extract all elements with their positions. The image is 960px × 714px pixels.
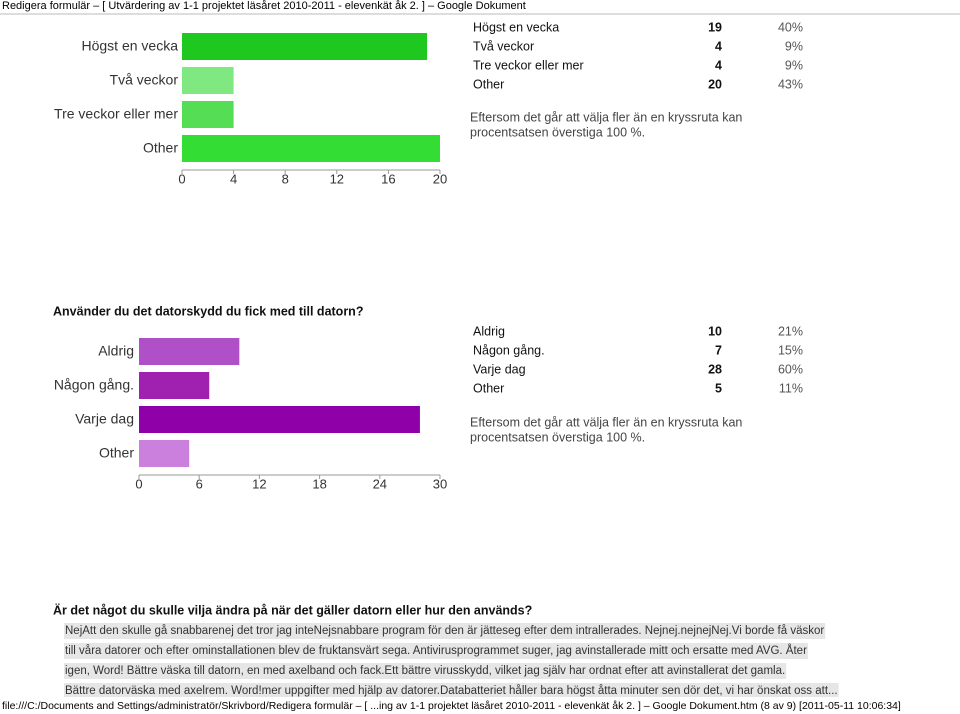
option-percent: 60% (778, 362, 803, 376)
answer-highlight (64, 663, 787, 679)
option-count: 4 (715, 39, 722, 53)
option-count: 5 (715, 381, 722, 395)
option-count: 28 (708, 362, 722, 376)
x-tick-label: 18 (312, 476, 326, 491)
option-percent: 43% (778, 77, 803, 91)
option-count: 7 (715, 343, 722, 357)
category-label: Någon gång. (54, 377, 134, 393)
bar (182, 101, 234, 128)
answer-line: igen, Word! Bättre väska till datorn, en… (65, 665, 785, 677)
option-percent: 9% (785, 39, 803, 53)
answer-highlight (64, 623, 826, 639)
bar (139, 406, 420, 433)
option-label: Någon gång. (473, 343, 545, 357)
x-tick-label: 0 (135, 476, 142, 491)
option-percent: 11% (779, 381, 803, 395)
option-percent: 21% (778, 324, 803, 338)
category-label: Högst en vecka (82, 38, 179, 54)
bar (139, 372, 210, 399)
option-percent: 40% (778, 20, 803, 34)
x-tick-label: 16 (381, 171, 395, 186)
page-footer: file:///C:/Documents and Settings/admini… (2, 700, 901, 712)
question: Använder du det datorskydd du fick med t… (53, 304, 363, 318)
bar (139, 440, 190, 467)
option-count: 4 (715, 58, 722, 72)
option-percent: 15% (778, 343, 803, 357)
option-label: Två veckor (473, 39, 534, 53)
option-percent: 9% (785, 58, 803, 72)
bar (139, 338, 240, 365)
answer-line: Bättre datorväska med axelrem. Word!mer … (65, 685, 838, 697)
option-label: Other (473, 77, 504, 91)
option-label: Högst en vecka (473, 20, 559, 34)
note: Eftersom det går att välja fler än en kr… (470, 110, 742, 124)
category-label: Två veckor (110, 72, 179, 88)
option-label: Other (473, 381, 504, 395)
note: procentsatsen överstiga 100 %. (470, 125, 645, 139)
x-tick-label: 6 (196, 476, 203, 491)
x-tick-label: 4 (230, 171, 237, 186)
note: procentsatsen överstiga 100 %. (470, 430, 645, 444)
x-tick-label: 12 (252, 476, 266, 491)
bar (182, 135, 440, 162)
note: Eftersom det går att välja fler än en kr… (470, 415, 742, 429)
x-tick-label: 24 (373, 476, 387, 491)
option-label: Varje dag (473, 362, 526, 376)
x-tick-label: 30 (433, 476, 447, 491)
x-tick-label: 0 (178, 171, 185, 186)
answer-line: NejAtt den skulle gå snabbarenej det tro… (65, 625, 824, 637)
option-label: Tre veckor eller mer (473, 58, 584, 72)
option-count: 10 (708, 324, 722, 338)
x-tick-label: 12 (330, 171, 344, 186)
category-label: Tre veckor eller mer (54, 106, 178, 122)
option-count: 19 (708, 20, 722, 34)
x-tick-label: 8 (282, 171, 289, 186)
category-label: Varje dag (75, 411, 134, 427)
category-label: Other (143, 140, 178, 156)
option-label: Aldrig (473, 324, 505, 338)
footer-band (0, 697, 960, 714)
answer-highlight (64, 643, 808, 659)
x-tick-label: 20 (433, 171, 447, 186)
category-label: Aldrig (98, 343, 134, 359)
answer-highlight (64, 683, 839, 699)
option-count: 20 (708, 77, 722, 91)
page-header: Redigera formulär – [ Utvärdering av 1-1… (2, 0, 526, 12)
question: Är det något du skulle vilja ändra på nä… (53, 602, 532, 617)
bar (182, 67, 234, 94)
bar (182, 33, 428, 60)
category-label: Other (99, 445, 134, 461)
answer-line: till våra datorer och efter ominstallati… (65, 644, 807, 657)
